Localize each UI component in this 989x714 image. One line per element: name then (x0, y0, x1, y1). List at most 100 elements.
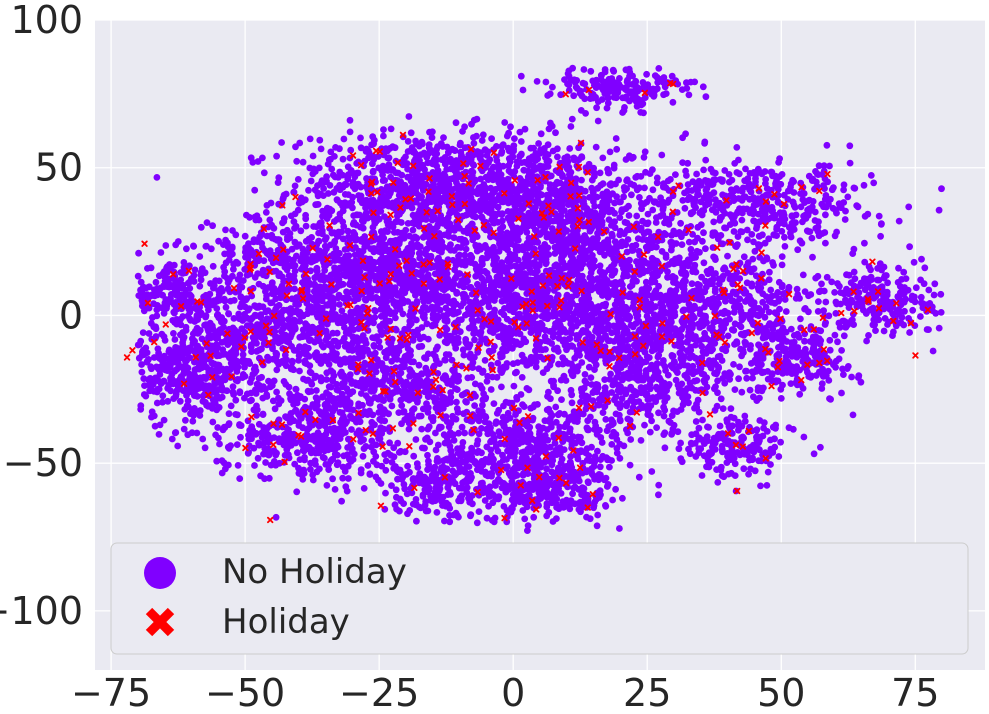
scatter-point-no-holiday (478, 254, 486, 262)
scatter-point-no-holiday (341, 191, 349, 198)
scatter-point-no-holiday (498, 148, 506, 156)
scatter-point-no-holiday (151, 422, 159, 430)
scatter-point-no-holiday (328, 165, 336, 173)
scatter-point-no-holiday (605, 196, 613, 204)
scatter-point-no-holiday (602, 300, 610, 308)
scatter-point-no-holiday (474, 244, 482, 252)
scatter-point-no-holiday (171, 309, 178, 317)
scatter-point-no-holiday (387, 222, 395, 230)
scatter-point-no-holiday (140, 307, 148, 315)
scatter-point-no-holiday (563, 186, 571, 194)
scatter-point-no-holiday (425, 297, 432, 305)
scatter-point-no-holiday (552, 129, 559, 137)
scatter-point-no-holiday (496, 272, 504, 280)
scatter-point-no-holiday (636, 194, 643, 201)
scatter-point-no-holiday (342, 329, 350, 337)
scatter-point-no-holiday (363, 200, 371, 208)
scatter-point-no-holiday (193, 305, 201, 313)
scatter-point-no-holiday (532, 150, 540, 157)
scatter-point-no-holiday (182, 416, 189, 424)
scatter-point-no-holiday (484, 203, 491, 211)
scatter-point-no-holiday (393, 197, 401, 205)
scatter-point-no-holiday (397, 193, 404, 201)
scatter-point-no-holiday (171, 336, 179, 343)
scatter-point-no-holiday (227, 297, 235, 305)
scatter-point-no-holiday (475, 266, 483, 273)
scatter-point-no-holiday (596, 303, 604, 311)
scatter-point-no-holiday (153, 312, 161, 320)
scatter-point-no-holiday (283, 337, 291, 345)
scatter-point-no-holiday (387, 188, 394, 196)
scatter-point-no-holiday (456, 281, 464, 289)
scatter-point-no-holiday (137, 337, 145, 345)
scatter-point-no-holiday (511, 135, 518, 143)
scatter-point-no-holiday (430, 307, 438, 314)
scatter-point-no-holiday (507, 169, 515, 177)
scatter-point-no-holiday (138, 368, 146, 376)
scatter-point-no-holiday (225, 410, 233, 418)
scatter-point-no-holiday (222, 303, 230, 311)
scatter-point-no-holiday (467, 283, 475, 291)
scatter-point-no-holiday (398, 171, 406, 179)
scatter-point-no-holiday (215, 404, 223, 411)
scatter-point-no-holiday (432, 146, 440, 154)
scatter-point-no-holiday (497, 350, 504, 358)
scatter-point-no-holiday (411, 214, 419, 222)
scatter-point-no-holiday (461, 291, 468, 298)
scatter-point-no-holiday (348, 198, 356, 206)
scatter-point-no-holiday (334, 342, 342, 350)
data-points (123, 64, 945, 534)
scatter-point-no-holiday (346, 128, 354, 136)
scatter-point-no-holiday (354, 274, 362, 281)
scatter-point-no-holiday (407, 129, 415, 137)
scatter-point-no-holiday (259, 410, 267, 418)
scatter-point-no-holiday (320, 185, 327, 192)
scatter-point-no-holiday (578, 176, 585, 184)
scatter-point-no-holiday (594, 184, 602, 192)
scatter-point-no-holiday (350, 219, 358, 226)
scatter-point-no-holiday (357, 134, 364, 142)
scatter-point-no-holiday (414, 154, 421, 162)
scatter-point-no-holiday (499, 141, 507, 149)
scatter-point-no-holiday (518, 159, 525, 167)
scatter-point-no-holiday (537, 200, 545, 208)
scatter-point-no-holiday (585, 318, 593, 326)
scatter-point-no-holiday (273, 152, 280, 160)
scatter-point-no-holiday (453, 300, 460, 308)
scatter-point-no-holiday (461, 251, 469, 259)
scatter-point-no-holiday (355, 265, 363, 273)
scatter-point-no-holiday (148, 291, 156, 299)
scatter-point-no-holiday (507, 304, 515, 312)
scatter-point-no-holiday (140, 391, 148, 398)
scatter-point-no-holiday (241, 394, 248, 402)
scatter-point-no-holiday (306, 135, 314, 143)
scatter-point-no-holiday (545, 157, 553, 165)
scatter-point-no-holiday (535, 140, 542, 147)
scatter-point-no-holiday (305, 186, 312, 194)
scatter-point-no-holiday (290, 366, 297, 374)
scatter-point-no-holiday (382, 145, 390, 153)
scatter-point-no-holiday (273, 350, 281, 358)
scatter-point-no-holiday (379, 286, 387, 294)
scatter-point-no-holiday (585, 340, 592, 348)
scatter-point-no-holiday (547, 119, 554, 127)
scatter-point-no-holiday (405, 113, 413, 120)
scatter-point-no-holiday (316, 136, 324, 144)
scatter-point-no-holiday (159, 392, 167, 400)
scatter-point-no-holiday (604, 357, 612, 364)
scatter-point-no-holiday (170, 261, 178, 269)
scatter-point-no-holiday (340, 135, 348, 143)
scatter-point-no-holiday (434, 167, 442, 174)
scatter-point-no-holiday (278, 139, 285, 146)
scatter-point-no-holiday (170, 301, 178, 308)
scatter-point-no-holiday (461, 123, 468, 131)
scatter-point-no-holiday (351, 290, 359, 298)
scatter-point-no-holiday (527, 191, 535, 199)
scatter-point-no-holiday (437, 140, 445, 148)
scatter-point-no-holiday (277, 328, 285, 335)
scatter-point-no-holiday (457, 244, 465, 251)
scatter-point-no-holiday (220, 386, 228, 394)
scatter-point-no-holiday (559, 354, 567, 362)
scatter-point-no-holiday (138, 361, 146, 368)
scatter-point-no-holiday (514, 359, 522, 366)
